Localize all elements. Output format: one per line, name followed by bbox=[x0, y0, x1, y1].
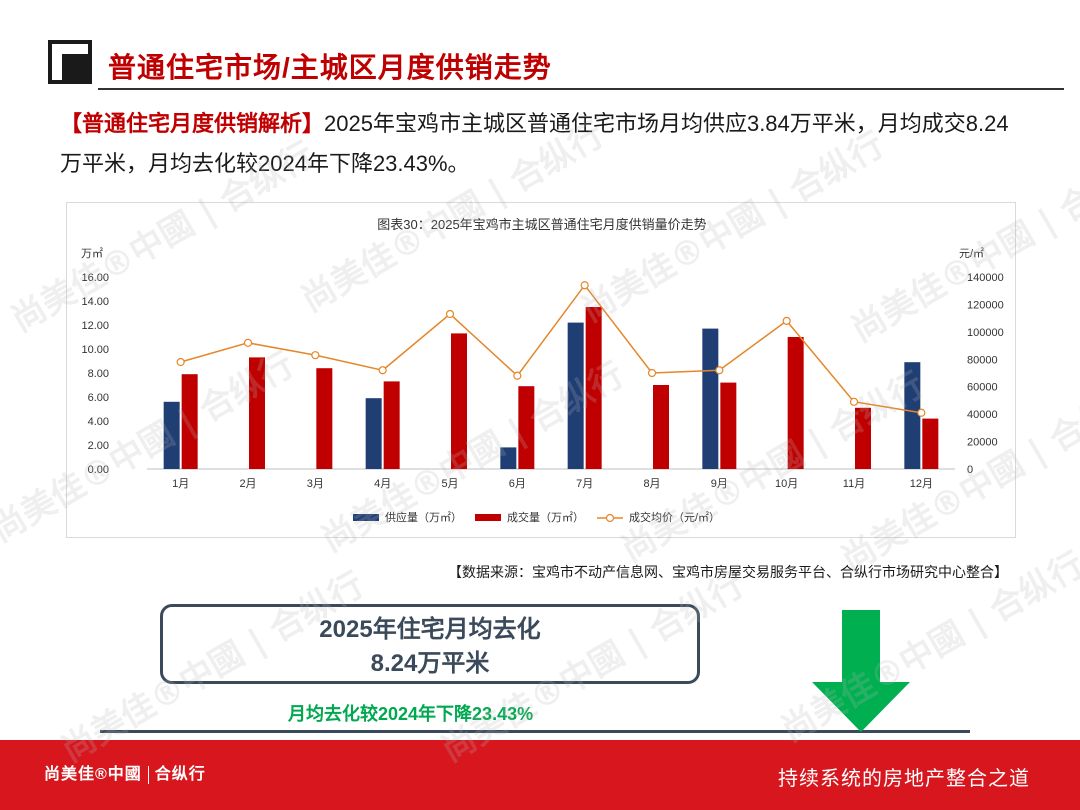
category-label: 6月 bbox=[509, 478, 526, 490]
category-label: 11月 bbox=[843, 478, 865, 490]
left-tick-label: 10.00 bbox=[81, 344, 109, 356]
title-bar: 普通住宅市场/主城区月度供销走势 bbox=[44, 38, 1064, 92]
category-label: 1月 bbox=[172, 478, 189, 490]
left-tick-label: 16.00 bbox=[81, 272, 109, 284]
price-point bbox=[715, 366, 724, 375]
price-line bbox=[180, 283, 922, 414]
left-tick-label: 14.00 bbox=[81, 296, 109, 308]
category-label: 3月 bbox=[307, 478, 324, 490]
footer-slogan: 持续系统的房地产整合之道 bbox=[778, 768, 1030, 790]
category-label: 7月 bbox=[576, 478, 593, 490]
category-label: 2月 bbox=[239, 478, 256, 490]
price-point bbox=[378, 366, 387, 375]
category-label: 9月 bbox=[711, 478, 728, 490]
right-axis-unit: 元/㎡ bbox=[959, 247, 984, 260]
summary-line-1: 2025年住宅月均去化 bbox=[319, 616, 541, 643]
analysis-paragraph: 【普通住宅月度供销解析】2025年宝鸡市主城区普通住宅市场月均供应3.84万平米… bbox=[60, 104, 1020, 184]
page-title: 普通住宅市场/主城区月度供销走势 bbox=[108, 52, 552, 83]
left-tick-label: 2.00 bbox=[88, 440, 109, 452]
price-point bbox=[445, 309, 455, 319]
supply-bar bbox=[163, 401, 180, 469]
title-divider bbox=[98, 88, 1064, 90]
footer-logo-b: 合纵行 bbox=[154, 766, 206, 783]
analysis-text: 2025年宝鸡市主城区普通住宅市场月均供应3.84万平米，月均成交8.24万平米… bbox=[60, 111, 1009, 176]
category-label: 8月 bbox=[643, 478, 660, 490]
right-tick-label: 0 bbox=[967, 464, 973, 476]
supply-bar bbox=[567, 322, 584, 469]
legend-swatch-sales bbox=[475, 514, 501, 521]
sales-bar bbox=[181, 374, 198, 469]
legend-swatch-supply bbox=[353, 514, 379, 521]
legend-marker-price bbox=[605, 513, 615, 523]
right-tick-label: 120000 bbox=[967, 299, 1004, 311]
right-tick-label: 40000 bbox=[967, 409, 998, 421]
price-point bbox=[782, 316, 791, 325]
sales-bar bbox=[922, 418, 939, 469]
chart-container: 图表30：2025年宝鸡市主城区普通住宅月度供销量价走势万㎡ 元/㎡ 0.00 2.0… bbox=[66, 202, 1016, 538]
price-point bbox=[917, 408, 926, 417]
legend-label-supply: 供应量（万㎡） bbox=[385, 510, 462, 524]
left-tick-label: 4.00 bbox=[88, 416, 109, 428]
data-source: 【数据来源：宝鸡市不动产信息网、宝鸡市房屋交易服务平台、合纵行市场研究中心整合】 bbox=[448, 564, 1008, 580]
right-tick-label: 140000 bbox=[967, 272, 1004, 284]
supply-bar bbox=[904, 362, 921, 469]
square-fill-icon bbox=[62, 54, 92, 84]
supply-bar bbox=[365, 398, 382, 469]
right-tick-label: 60000 bbox=[967, 382, 998, 394]
footer: 尚美佳®中國 合纵行 持续系统的房地产整合之道 bbox=[0, 740, 1080, 810]
sales-bar bbox=[316, 368, 333, 469]
legend-label-price: 成交均价（元/㎡） bbox=[629, 510, 720, 524]
base-line bbox=[100, 730, 970, 733]
legend-label-sales: 成交量（万㎡） bbox=[507, 510, 584, 524]
decline-text: 月均去化较2024年下降23.43% bbox=[288, 704, 534, 724]
price-point bbox=[311, 351, 320, 360]
footer-logo: 尚美佳®中國 合纵行 bbox=[44, 760, 206, 784]
logo-separator bbox=[147, 765, 149, 784]
sales-bar bbox=[451, 333, 467, 469]
sales-bar bbox=[855, 407, 871, 469]
price-point bbox=[849, 397, 859, 406]
price-point bbox=[243, 338, 253, 347]
supply-bar bbox=[500, 447, 517, 469]
sales-bar bbox=[720, 382, 737, 469]
left-tick-label: 6.00 bbox=[88, 392, 109, 404]
sales-bar bbox=[787, 337, 804, 469]
chart-title: 图表30：2025年宝鸡市主城区普通住宅月度供销量价走势 bbox=[377, 217, 706, 232]
right-tick-label: 80000 bbox=[967, 354, 998, 366]
analysis-tag: 【普通住宅月度供销解析】 bbox=[60, 111, 325, 136]
sales-bar bbox=[585, 307, 602, 469]
price-point bbox=[647, 368, 657, 378]
left-axis-unit: 万㎡ bbox=[81, 247, 103, 260]
left-tick-label: 8.00 bbox=[88, 368, 109, 380]
summary-line-2: 8.24万平米 bbox=[370, 650, 490, 677]
footer-logo-a: 尚美佳®中國 bbox=[44, 766, 142, 783]
summary-box: 2025年住宅月均去化 8.24万平米 bbox=[160, 604, 700, 684]
down-arrow-icon bbox=[812, 610, 910, 732]
price-point bbox=[176, 357, 185, 367]
right-tick-label: 20000 bbox=[967, 437, 998, 449]
right-tick-label: 100000 bbox=[967, 327, 1004, 339]
price-point bbox=[513, 371, 522, 380]
category-label: 5月 bbox=[441, 478, 458, 490]
sales-bar bbox=[653, 385, 669, 469]
sales-bar bbox=[518, 386, 535, 469]
sales-bar bbox=[249, 357, 265, 469]
price-point bbox=[580, 281, 589, 290]
category-label: 4月 bbox=[374, 478, 391, 490]
left-tick-label: 12.00 bbox=[81, 320, 109, 332]
category-label: 10月 bbox=[775, 478, 798, 490]
category-label: 12月 bbox=[910, 478, 933, 490]
supply-bar bbox=[702, 328, 719, 469]
left-tick-label: 0.00 bbox=[88, 464, 109, 476]
sales-bar bbox=[383, 381, 400, 469]
